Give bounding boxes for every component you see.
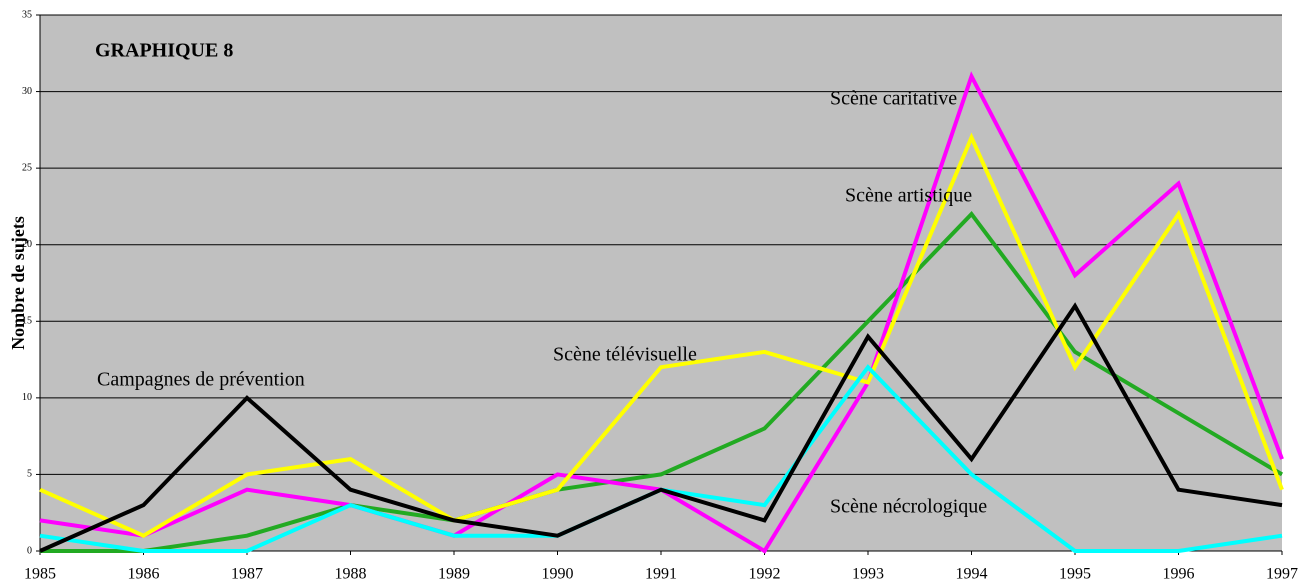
y-axis-label: Nombre de sujets: [8, 216, 28, 350]
series-line: [39, 302, 1283, 553]
x-tick-label: 1987: [231, 566, 263, 583]
x-tick-label: 1989: [438, 566, 470, 583]
x-tick-label: 1988: [335, 566, 367, 583]
series-label: Scène nécrologique: [830, 496, 987, 518]
series-label: Campagnes de prévention: [97, 369, 305, 391]
x-tick-label: 1994: [956, 566, 988, 583]
y-tick-label: 10: [22, 392, 32, 403]
x-tick-label: 1996: [1163, 566, 1195, 583]
x-tick-label: 1990: [542, 566, 574, 583]
y-tick-label: 20: [22, 239, 32, 250]
plot-area: [40, 15, 1282, 551]
x-tick-label: 1995: [1059, 566, 1091, 583]
y-tick-label: 5: [27, 469, 32, 480]
chart-title: GRAPHIQUE 8: [95, 40, 233, 62]
series-label: Scène artistique: [845, 185, 972, 207]
series-label: Scène caritative: [830, 88, 957, 110]
series-line: [39, 132, 1284, 538]
x-tick-label: 1985: [24, 566, 56, 583]
x-tick-label: 1997: [1266, 566, 1298, 583]
x-tick-label: 1986: [128, 566, 160, 583]
y-tick-label: 25: [22, 162, 32, 173]
y-tick-label: 35: [22, 9, 32, 20]
y-tick-label: 30: [22, 86, 32, 97]
y-tick-label: 15: [22, 316, 32, 327]
x-tick-label: 1993: [852, 566, 884, 583]
x-tick-label: 1992: [749, 566, 781, 583]
y-tick-label: 0: [27, 545, 32, 556]
series-line: [40, 211, 1284, 553]
series-label: Scène télévisuelle: [553, 344, 697, 366]
x-tick-label: 1991: [645, 566, 677, 583]
